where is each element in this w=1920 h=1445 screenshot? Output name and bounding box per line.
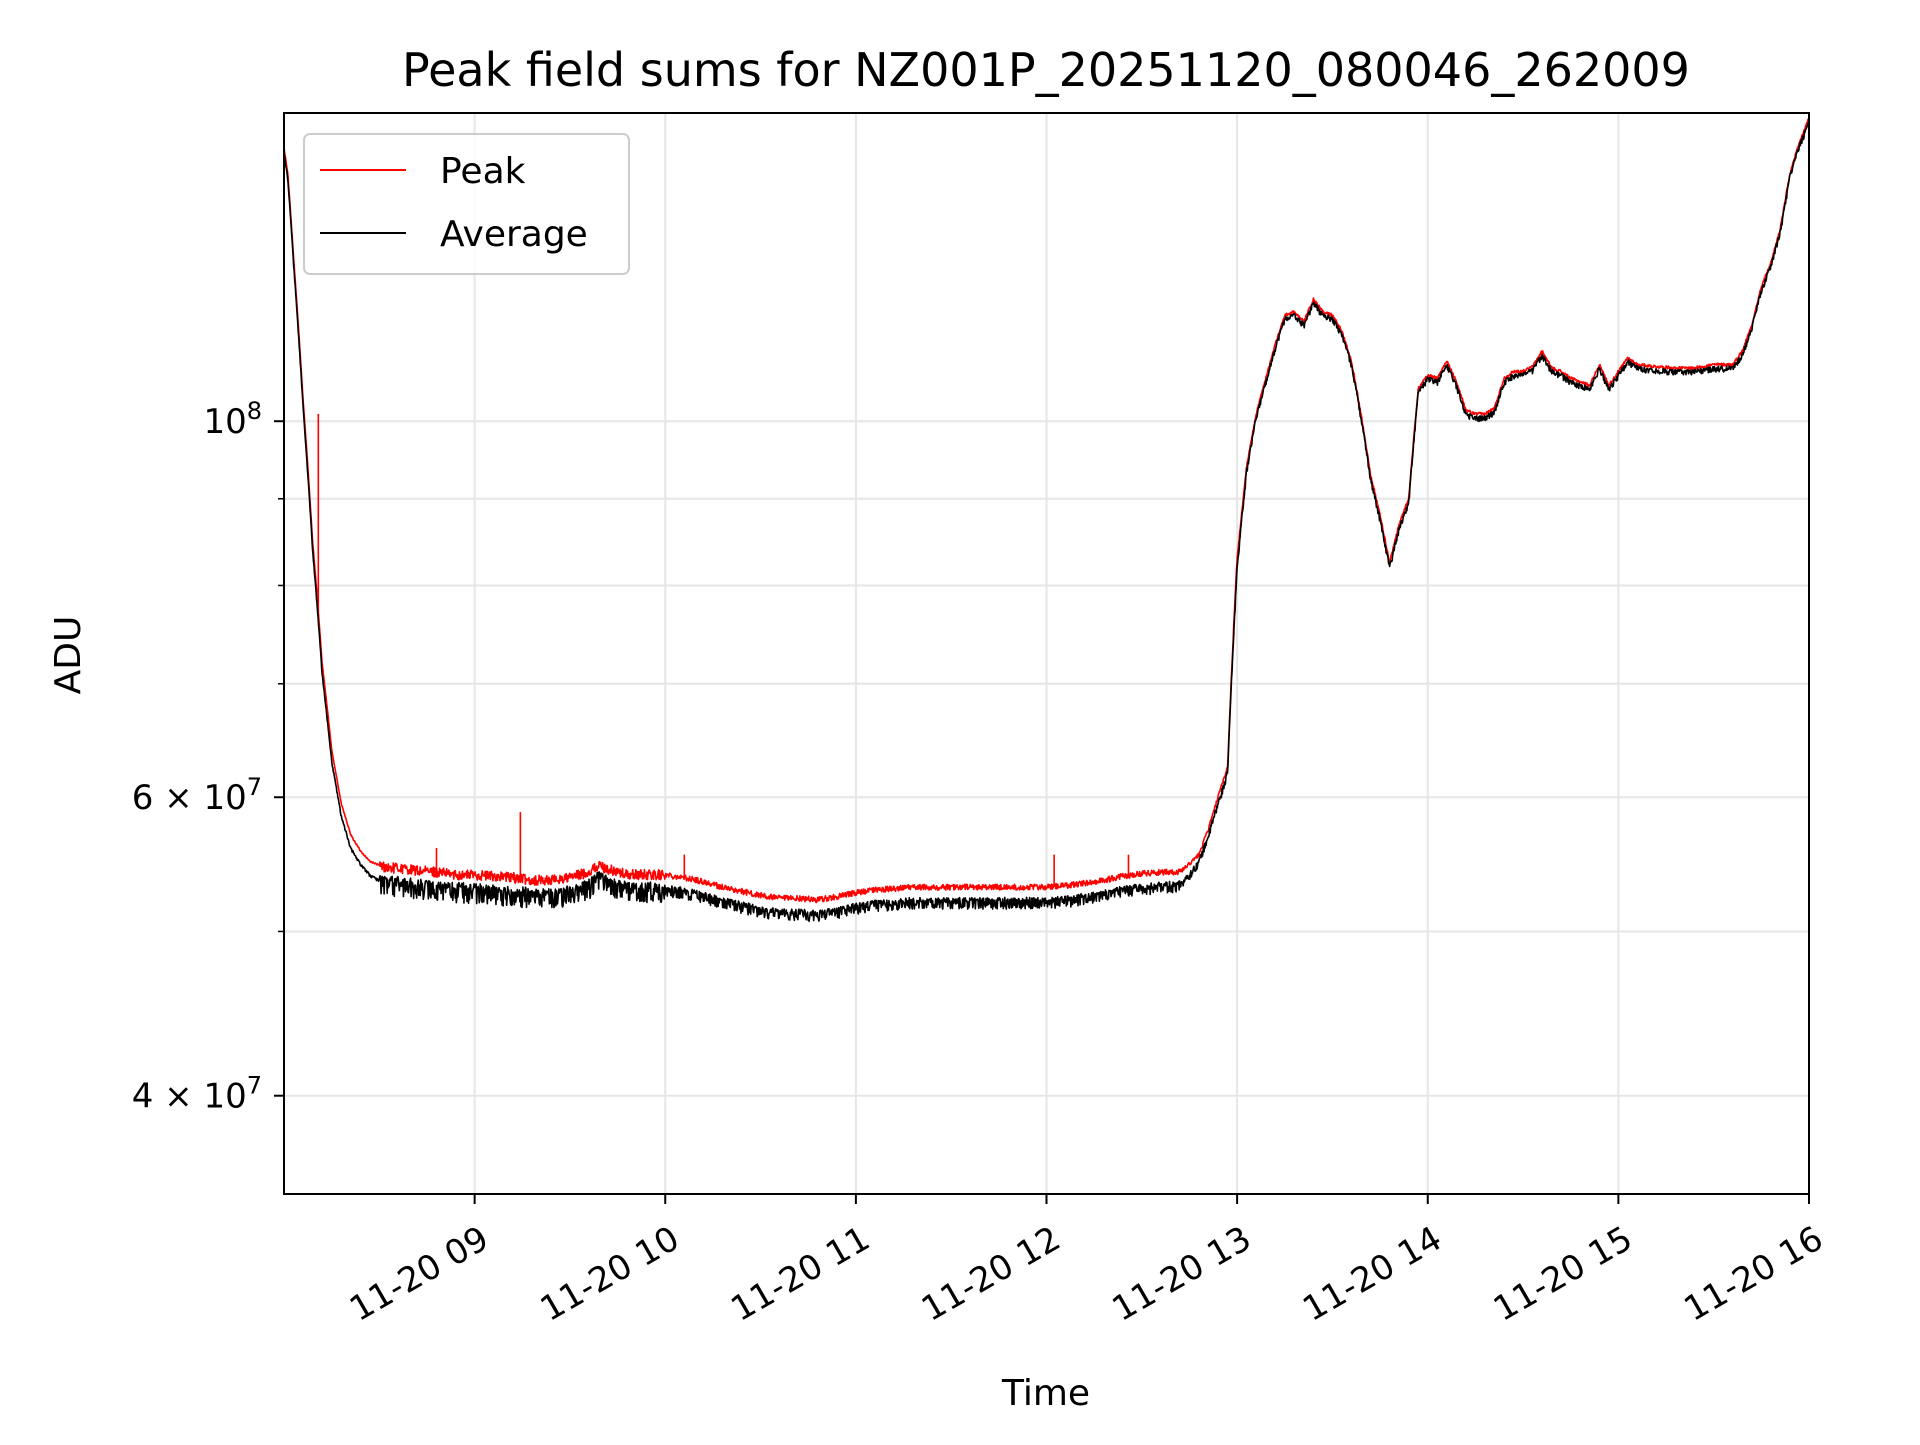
series-line-peak [283,118,1810,904]
series-line-average [283,121,1810,923]
y-tick-label: 108 [203,397,262,442]
x-axis-label: Time [1001,1373,1090,1414]
legend-average-label: Average [440,214,588,255]
series-layer [283,118,1810,923]
y-axis-label: ADU [48,616,89,695]
grid [284,113,1810,1194]
chart-title: Peak field sums for NZ001P_20251120_0800… [402,43,1690,97]
y-tick-label: 4 × 107 [132,1072,262,1117]
legend: Peak Average [303,133,630,275]
y-tick-label: 6 × 107 [132,773,262,818]
ticks [274,420,1810,1204]
legend-peak-label: Peak [440,151,526,192]
